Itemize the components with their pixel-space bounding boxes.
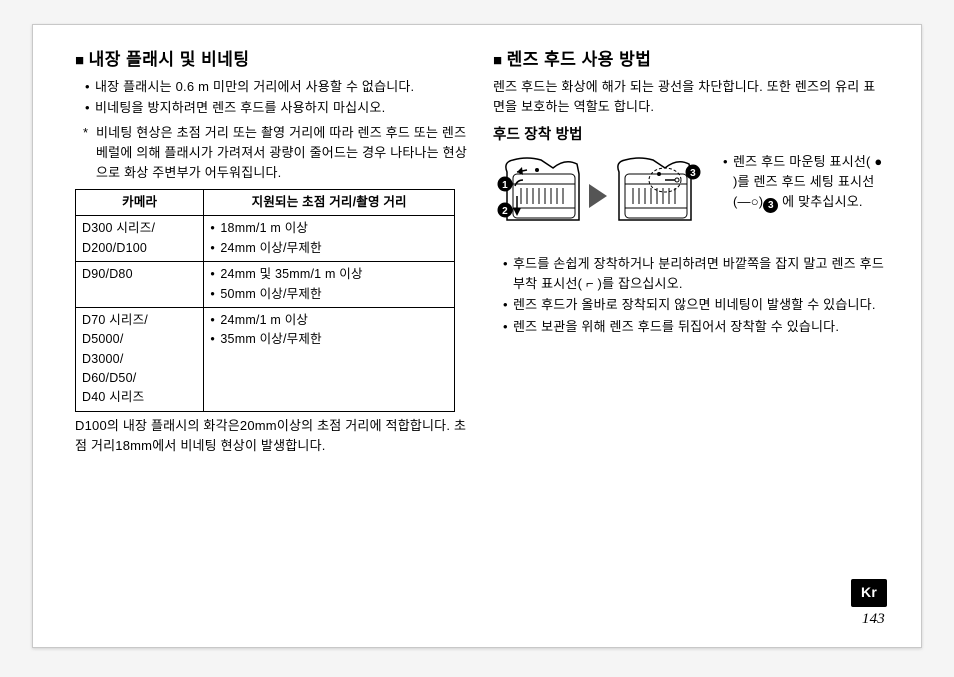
bullet-item: 렌즈 후드가 올바로 장착되지 않으면 비네팅이 발생할 수 있습니다. xyxy=(503,295,887,315)
manual-page: ■내장 플래시 및 비네팅 내장 플래시는 0.6 m 미만의 거리에서 사용할… xyxy=(32,24,922,648)
table-row: D90/D80 24mm 및 35mm/1 m 이상 50mm 이상/무제한 xyxy=(76,262,455,308)
heading-hood-text: 렌즈 후드 사용 방법 xyxy=(507,50,652,69)
after-table-note: D100의 내장 플래시의 화각은20mm이상의 초점 거리에 적합합니다. 초… xyxy=(75,416,469,456)
hood-intro: 렌즈 후드는 화상에 해가 되는 광선을 차단합니다. 또한 렌즈의 유리 표면… xyxy=(493,77,887,117)
left-column: ■내장 플래시 및 비네팅 내장 플래시는 0.6 m 미만의 거리에서 사용할… xyxy=(75,47,481,633)
td-spec: 18mm/1 m 이상 24mm 이상/무제한 xyxy=(204,216,455,262)
bullet-item: 후드를 손쉽게 장착하거나 분리하려면 바깥쪽을 잡지 말고 렌즈 후드 부착 … xyxy=(503,254,887,294)
subheading-hood-mount: 후드 장착 방법 xyxy=(493,124,887,146)
heading-flash-vignetting: ■내장 플래시 및 비네팅 xyxy=(75,47,469,73)
language-tab: Kr xyxy=(851,579,887,607)
table-row: D70 시리즈/ D5000/ D3000/ D60/D50/ D40 시리즈 … xyxy=(76,307,455,411)
illus-num-3: 3 xyxy=(690,168,696,179)
illus-num-1: 1 xyxy=(502,180,508,191)
bullet-item: 비네팅을 방지하려면 렌즈 후드를 사용하지 마십시오. xyxy=(85,98,469,118)
td-camera: D70 시리즈/ D5000/ D3000/ D60/D50/ D40 시리즈 xyxy=(76,307,204,411)
heading-lens-hood: ■렌즈 후드 사용 방법 xyxy=(493,47,887,73)
td-camera: D90/D80 xyxy=(76,262,204,308)
td-spec: 24mm 및 35mm/1 m 이상 50mm 이상/무제한 xyxy=(204,262,455,308)
page-number: 143 xyxy=(862,608,885,631)
compatibility-table: 카메라 지원되는 초점 거리/촬영 거리 D300 시리즈/ D200/D100… xyxy=(75,189,455,412)
bullet-item: 렌즈 보관을 위해 렌즈 후드를 뒤집어서 장착할 수 있습니다. xyxy=(503,317,887,337)
right-column: ■렌즈 후드 사용 방법 렌즈 후드는 화상에 해가 되는 광선을 차단합니다.… xyxy=(481,47,887,633)
hood-notes: 후드를 손쉽게 장착하거나 분리하려면 바깥쪽을 잡지 말고 렌즈 후드 부착 … xyxy=(503,254,887,337)
flash-bullets: 내장 플래시는 0.6 m 미만의 거리에서 사용할 수 없습니다. 비네팅을 … xyxy=(85,77,469,118)
th-spec: 지원되는 초점 거리/촬영 거리 xyxy=(204,190,455,216)
ref-num-3: 3 xyxy=(763,198,778,213)
hood-illustration-row: 1 2 3 렌즈 후드 마운팅 표시선( ● )를 렌즈 후드 세팅 표시선 (… xyxy=(493,150,887,248)
heading-flash-text: 내장 플래시 및 비네팅 xyxy=(89,50,250,69)
bullet-item: 내장 플래시는 0.6 m 미만의 거리에서 사용할 수 없습니다. xyxy=(85,77,469,97)
td-spec: 24mm/1 m 이상 35mm 이상/무제한 xyxy=(204,307,455,411)
td-camera: D300 시리즈/ D200/D100 xyxy=(76,216,204,262)
hood-step: 렌즈 후드 마운팅 표시선( ● )를 렌즈 후드 세팅 표시선 (—○)3 에… xyxy=(723,152,887,213)
vignetting-note: 비네팅 현상은 초점 거리 또는 촬영 거리에 따라 렌즈 후드 또는 렌즈 베… xyxy=(83,123,469,183)
illus-num-2: 2 xyxy=(502,206,508,217)
th-camera: 카메라 xyxy=(76,190,204,216)
hood-mount-text: 렌즈 후드 마운팅 표시선( ● )를 렌즈 후드 세팅 표시선 (—○)3 에… xyxy=(713,150,887,217)
hood-illustration: 1 2 3 xyxy=(493,150,713,248)
table-row: D300 시리즈/ D200/D100 18mm/1 m 이상 24mm 이상/… xyxy=(76,216,455,262)
